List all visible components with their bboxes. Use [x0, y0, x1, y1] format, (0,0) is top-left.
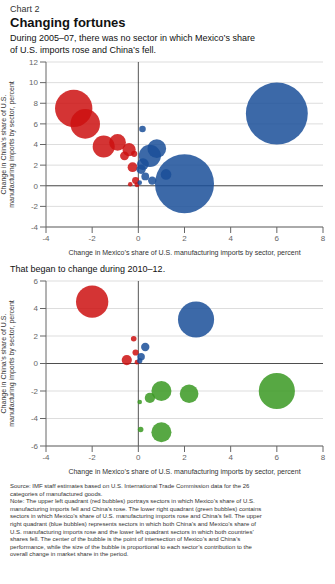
svg-text:Change in China’s share of U.S: Change in China’s share of U.S.manufactu… — [8, 81, 16, 208]
svg-text:0: 0 — [136, 234, 141, 243]
svg-text:-2: -2 — [89, 234, 97, 243]
svg-text:-2: -2 — [31, 202, 39, 211]
svg-text:Change in China’s share of U.S: Change in China’s share of U.S.manufactu… — [8, 300, 16, 427]
svg-text:10: 10 — [29, 78, 38, 87]
html-text:Chart 2: Chart 2 — [10, 4, 40, 14]
svg-text:8: 8 — [34, 99, 39, 108]
svg-text:2: 2 — [182, 453, 187, 462]
svg-text:-2: -2 — [31, 387, 39, 396]
svg-text:2: 2 — [182, 234, 187, 243]
svg-text:-4: -4 — [31, 414, 39, 423]
html-text:That began to change during 20: That began to change during 2010–12. — [10, 264, 166, 274]
svg-text:8: 8 — [321, 234, 326, 243]
svg-text:-6: -6 — [31, 442, 39, 451]
svg-text:8: 8 — [321, 453, 326, 462]
svg-text:4: 4 — [228, 453, 233, 462]
svg-text:2: 2 — [34, 161, 39, 170]
html-text:During 2005–07, there was no s: During 2005–07, there was no sector in w… — [10, 33, 255, 55]
svg-text:-4: -4 — [42, 453, 50, 462]
svg-text:-4: -4 — [31, 223, 39, 232]
svg-text:12: 12 — [29, 58, 38, 67]
svg-text:0: 0 — [136, 453, 141, 462]
svg-text:6: 6 — [34, 277, 39, 286]
svg-text:-2: -2 — [89, 453, 97, 462]
svg-text:4: 4 — [34, 304, 39, 313]
svg-text:Change in Mexico’s share of U.: Change in Mexico’s share of U.S. manufac… — [68, 468, 300, 476]
svg-text:6: 6 — [275, 453, 280, 462]
svg-text:6: 6 — [275, 234, 280, 243]
svg-text:-4: -4 — [42, 234, 50, 243]
svg-text:4: 4 — [228, 234, 233, 243]
svg-text:0: 0 — [34, 182, 39, 191]
html-text:Source: IMF staff estimates ba: Source: IMF staff estimates based on U.S… — [10, 483, 262, 558]
svg-text:6: 6 — [34, 120, 39, 129]
svg-text:2: 2 — [34, 332, 39, 341]
svg-text:4: 4 — [34, 140, 39, 149]
svg-text:Change in Mexico’s share of U.: Change in Mexico’s share of U.S. manufac… — [68, 249, 300, 257]
html-text:Changing fortunes: Changing fortunes — [10, 15, 126, 30]
svg-text:0: 0 — [34, 359, 39, 368]
